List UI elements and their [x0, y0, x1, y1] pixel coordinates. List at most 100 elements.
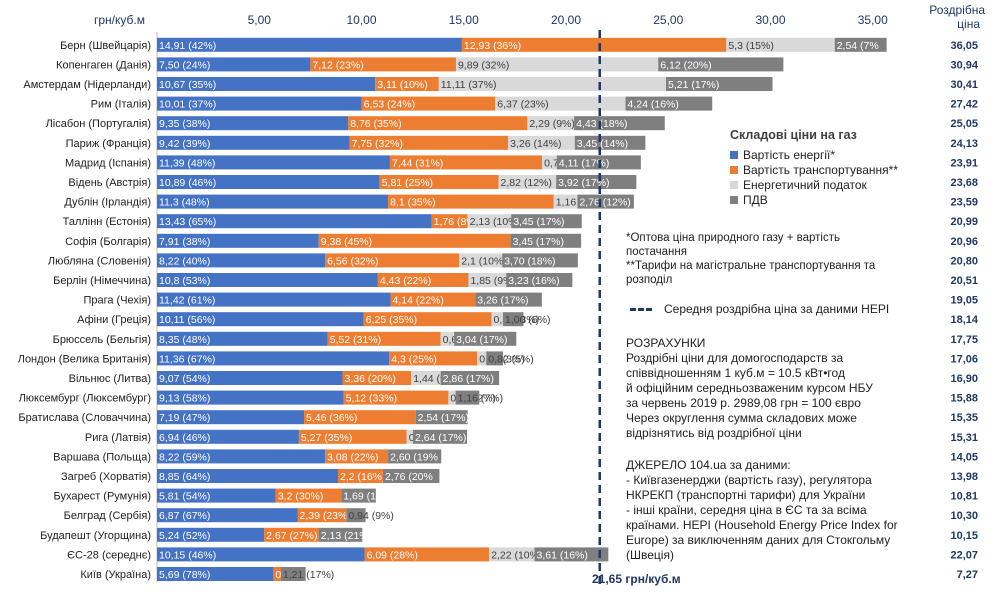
- retail-price-value: 15,35: [950, 412, 978, 424]
- data-label: 6,25 (35%): [366, 314, 417, 326]
- data-label: 2,13 (10%): [470, 216, 521, 228]
- bar-segment: [510, 233, 582, 248]
- legend-label-tax: Енергетичний податок: [743, 177, 867, 192]
- data-label: 1,85 (9%): [470, 275, 516, 287]
- source-note: ДЖЕРЕЛО 104.ua за даними: - Київгазенерд…: [626, 458, 936, 563]
- data-label: 3,45 (17%): [513, 236, 564, 248]
- retail-price-value: 30,41: [950, 79, 978, 91]
- data-label: 5,81 (25%): [382, 177, 433, 189]
- legend-item-vat: ПДВ: [730, 193, 960, 208]
- data-label: 2,82 (12%): [501, 177, 552, 189]
- retail-price-value: 23,59: [950, 197, 978, 209]
- average-line-legend: Середня роздрібна ціна за даними HEPI: [630, 302, 930, 317]
- data-label: 2,76 (12%): [579, 197, 630, 209]
- retail-price-value: 17,06: [950, 353, 978, 365]
- bar-segment: [157, 194, 389, 209]
- bar-segment: [157, 292, 391, 307]
- bar-segment: [556, 175, 637, 189]
- bar-segment: [310, 57, 456, 72]
- retail-price-value: 13,98: [950, 471, 978, 483]
- retail-price-value: 23,68: [950, 177, 978, 189]
- category-label: Амстердам (Нідерланди): [23, 79, 151, 91]
- bar-segment: [461, 37, 727, 52]
- data-label: 6,87 (67%): [159, 510, 210, 522]
- data-label: 10,15 (46%): [159, 549, 216, 561]
- bar-segment: [157, 508, 298, 523]
- bar-segment: [157, 547, 365, 562]
- data-label: 9,42 (39%): [159, 138, 210, 150]
- bar-segment: [574, 116, 665, 131]
- bar-segment: [157, 449, 326, 464]
- bar-segment: [440, 331, 455, 346]
- category-label: Париж (Франція): [66, 138, 151, 150]
- bar-segment: [511, 214, 582, 229]
- average-line-legend-label: Середня роздрібна ціна за даними HEPI: [664, 302, 890, 316]
- data-label: 6,94 (46%): [159, 432, 210, 444]
- bar-segment: [157, 469, 338, 483]
- bar-segment: [553, 194, 578, 209]
- bar-segment: [411, 371, 441, 385]
- x-tick-label: 35,00: [858, 13, 888, 27]
- bar-segment: [325, 253, 460, 268]
- data-label: 8,76 (35%): [350, 118, 401, 130]
- data-label: 5,46 (36%): [306, 412, 357, 424]
- bar-segment: [349, 135, 509, 150]
- bar-segment: [157, 351, 390, 366]
- data-label: 9,07 (54%): [159, 373, 210, 385]
- data-label: 7,91 (38%): [159, 236, 210, 248]
- bar-segment: [508, 135, 575, 150]
- data-label: 9,38 (45%): [321, 236, 372, 248]
- data-label: 3,11 (10%): [377, 79, 428, 91]
- data-label: 5,81 (54%): [159, 491, 210, 503]
- data-label: 6,53 (24%): [364, 99, 415, 111]
- retail-price-value: 24,13: [950, 138, 978, 150]
- bar-segment: [455, 390, 480, 405]
- data-label: 8,35 (48%): [159, 334, 210, 346]
- bar-segment: [157, 253, 326, 268]
- bar-segment: [157, 429, 299, 444]
- data-label: 11,42 (61%): [159, 295, 215, 307]
- bar-segment: [157, 77, 376, 91]
- bar-segment: [503, 312, 524, 327]
- legend-label-energy: Вартість енергії*: [743, 147, 836, 162]
- bar-segment: [388, 194, 554, 209]
- category-label: Брюссель (Бельгія): [53, 334, 151, 346]
- data-label: 3,70 (18%): [504, 255, 555, 267]
- bar-segment: [157, 488, 276, 503]
- category-label: ЄС-28 (середнє): [67, 549, 151, 561]
- bar-segment: [275, 488, 342, 503]
- bar-segment: [495, 96, 626, 111]
- bar-segment: [318, 527, 363, 542]
- bar-segment: [157, 57, 311, 72]
- legend-swatch-energy: [730, 151, 738, 160]
- data-label: 10,11 (56%): [159, 314, 215, 326]
- category-label: Люксембург (Люксембург): [19, 393, 151, 405]
- data-label: 11,3 (48%): [159, 197, 210, 209]
- bar-segment: [273, 567, 281, 581]
- bar-segment: [325, 449, 389, 464]
- data-label: 9,13 (58%): [159, 393, 210, 405]
- legend-item-transport: Вартість транспортування**: [730, 163, 960, 178]
- data-label: 3,2 (30%): [278, 491, 324, 503]
- data-label: 8,22 (59%): [159, 451, 210, 463]
- bar-segment: [527, 116, 575, 131]
- data-label: 3,08 (22%): [327, 451, 378, 463]
- bar-segment: [342, 371, 412, 385]
- retail-price-value: 10,30: [950, 510, 978, 522]
- bar-segment: [157, 37, 462, 52]
- category-label: Загреб (Хорватія): [61, 471, 151, 483]
- bar-segment: [467, 214, 512, 229]
- data-label: 3,45 (17%): [513, 216, 564, 228]
- data-label: 9,35 (38%): [159, 118, 210, 130]
- bar-segment: [297, 508, 347, 523]
- legend-label-transport: Вартість транспортування**: [743, 162, 899, 177]
- bar-segment: [390, 292, 476, 307]
- bar-segment: [157, 214, 432, 229]
- data-label: 11,11 (37%): [441, 79, 497, 91]
- category-label: Таллінн (Естонія): [63, 216, 151, 228]
- data-label: 2,76 (20%: [385, 471, 433, 483]
- calculation-note-text: РОЗРАХУНКИ Роздрібні ціни для домогоспод…: [626, 336, 873, 440]
- bar-segment: [406, 429, 414, 444]
- data-label: 6,09 (28%): [367, 549, 418, 561]
